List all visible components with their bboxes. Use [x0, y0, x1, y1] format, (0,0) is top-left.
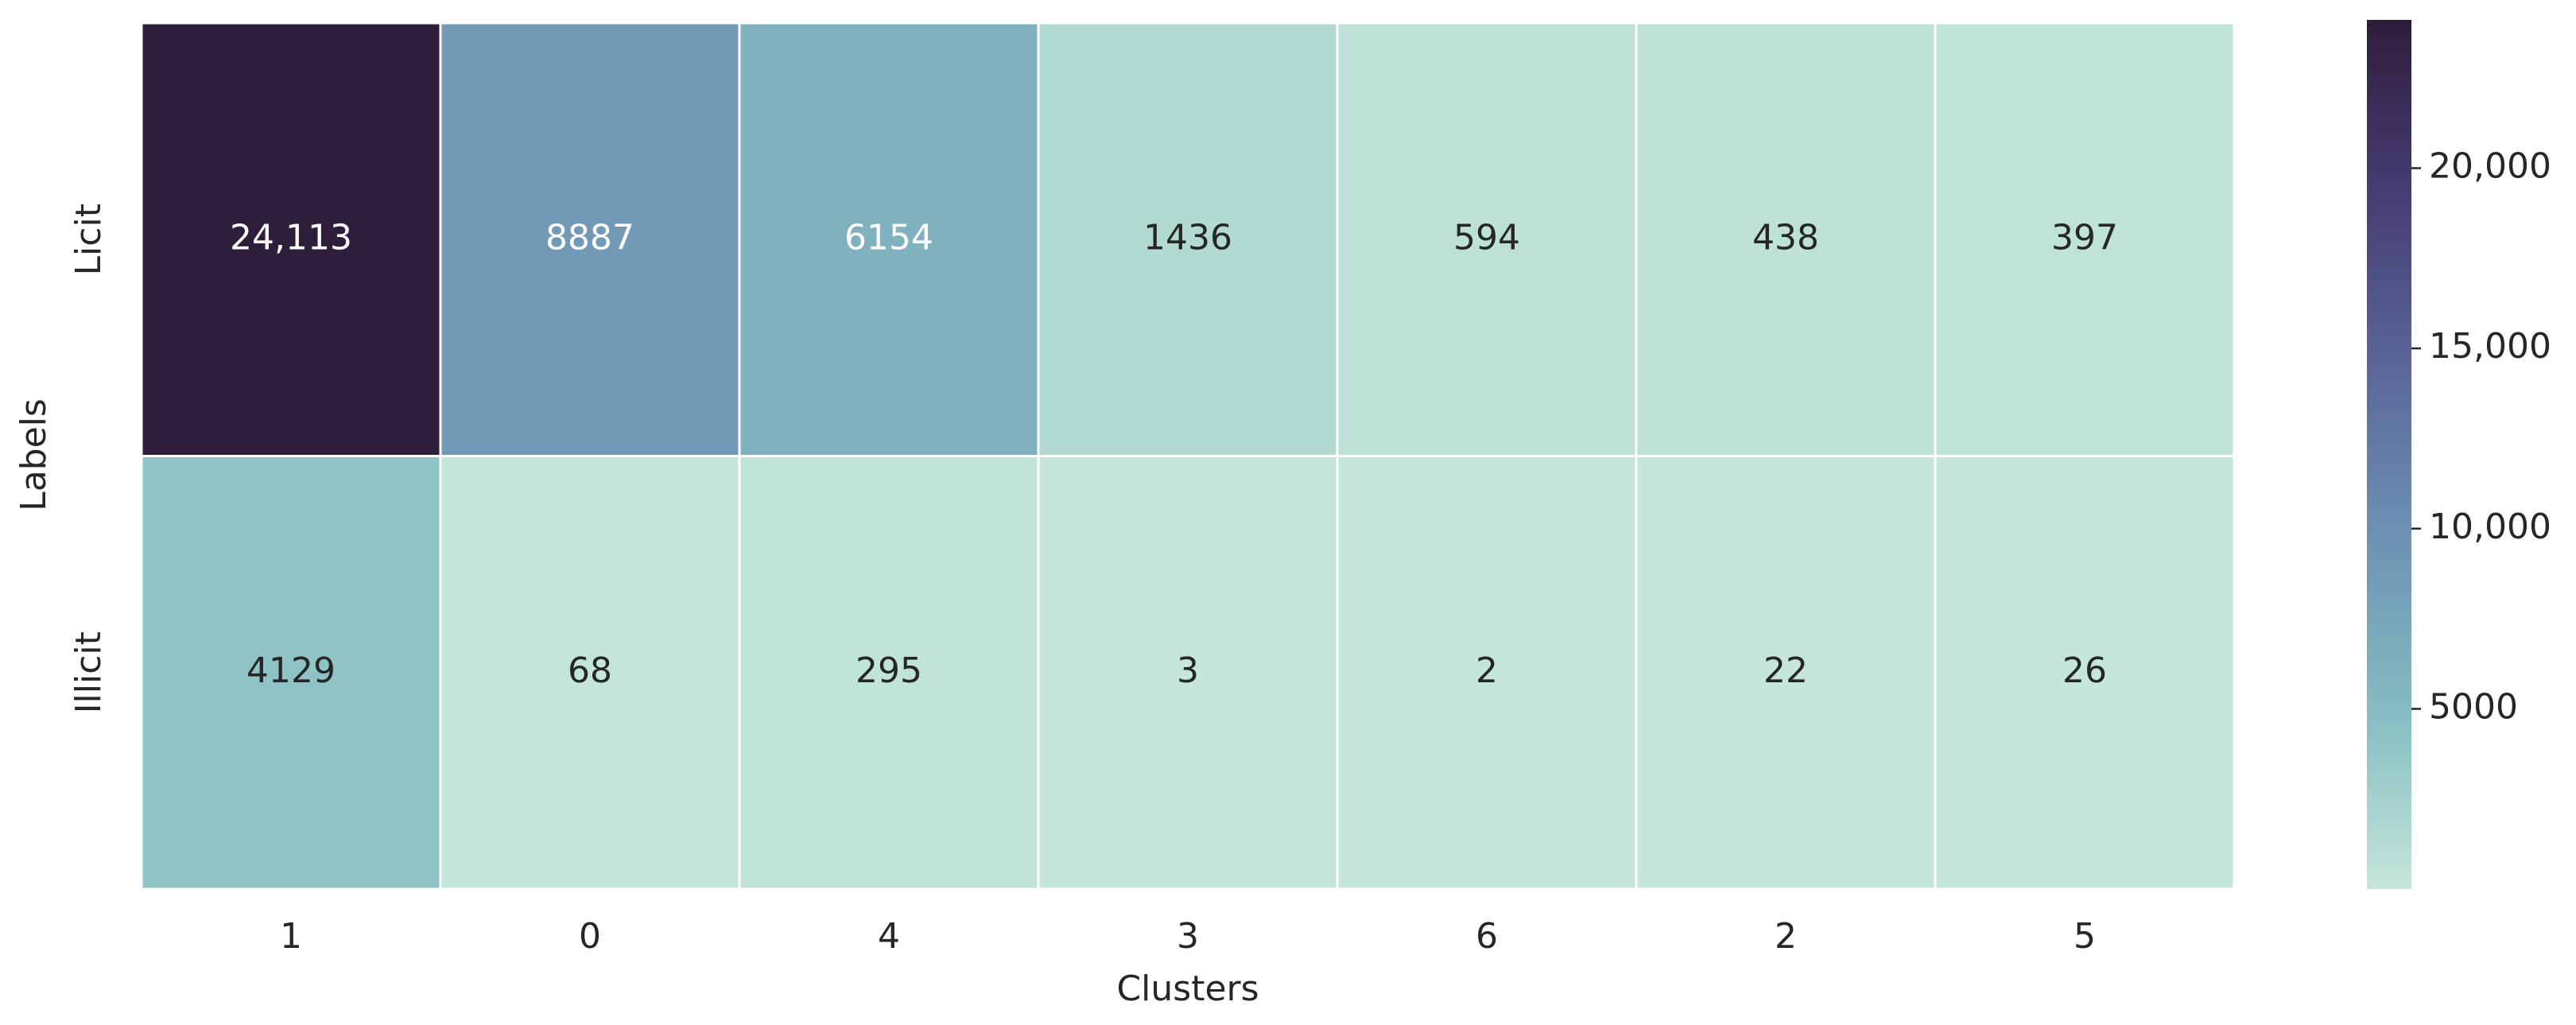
x-tick-label: 6 — [1476, 916, 1498, 957]
cell-label: 3 — [1177, 650, 1199, 691]
cell-label: 594 — [1453, 217, 1520, 258]
cell — [140, 21, 442, 457]
cell — [738, 455, 1040, 891]
cell — [1336, 455, 1638, 891]
cell — [738, 21, 1040, 457]
x-tick-label: 1 — [280, 916, 302, 957]
cell — [439, 455, 741, 891]
cell-label: 397 — [2051, 217, 2118, 258]
colorbar — [2367, 20, 2411, 889]
cell-label: 2 — [1476, 650, 1498, 691]
colorbar-tick-label: 5000 — [2429, 686, 2518, 727]
cell-label: 6154 — [844, 217, 933, 258]
cell-label: 8887 — [545, 217, 634, 258]
cell-label: 4129 — [246, 650, 336, 691]
cell — [1336, 21, 1638, 457]
cell-label: 24,113 — [230, 217, 352, 258]
cell — [1037, 21, 1339, 457]
x-tick-label: 4 — [878, 916, 900, 957]
x-tick-label: 3 — [1177, 916, 1199, 957]
cell — [140, 455, 442, 891]
x-tick-label: 5 — [2074, 916, 2096, 957]
x-axis-label: Clusters — [1116, 969, 1259, 1009]
cell-label: 295 — [855, 650, 922, 691]
cell-label: 438 — [1752, 217, 1819, 258]
cell — [1934, 455, 2236, 891]
y-tick-label: Illicit — [68, 631, 109, 713]
cell-label: 26 — [2062, 650, 2107, 691]
y-tick-label: Licit — [68, 204, 109, 275]
x-tick-label: 2 — [1775, 916, 1797, 957]
colorbar-tick-label: 20,000 — [2429, 146, 2551, 186]
colorbar-tick-label: 15,000 — [2429, 326, 2551, 367]
cell — [1635, 21, 1937, 457]
cell-label: 68 — [568, 650, 612, 691]
cell-label: 22 — [1763, 650, 1808, 691]
colorbar-tick-label: 10,000 — [2429, 507, 2551, 547]
cell-label: 1436 — [1143, 217, 1232, 258]
cell — [439, 21, 741, 457]
cell — [1635, 455, 1937, 891]
x-tick-label: 0 — [579, 916, 601, 957]
y-axis-label: Labels — [14, 398, 54, 511]
cell — [1934, 21, 2236, 457]
